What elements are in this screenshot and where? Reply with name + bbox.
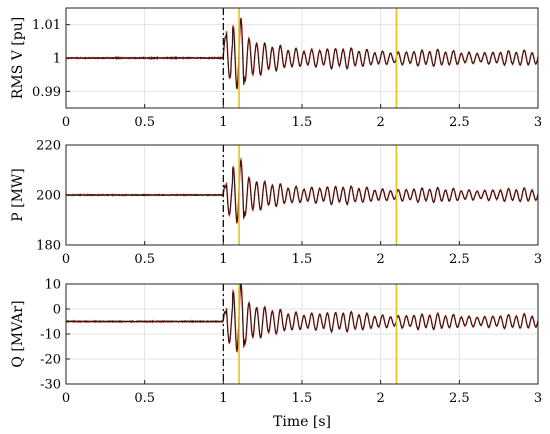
y-axis-label: Q [MVAr] bbox=[10, 300, 26, 367]
x-tick-label: 3 bbox=[534, 115, 542, 130]
y-axis-label: RMS V [pu] bbox=[10, 17, 26, 99]
y-tick-label: 220 bbox=[36, 139, 61, 154]
x-tick-label: 2 bbox=[377, 391, 385, 406]
traces bbox=[65, 282, 539, 384]
x-tick-label: 1 bbox=[219, 391, 227, 406]
x-tick-label: 0.5 bbox=[134, 391, 155, 406]
x-tick-label: 1 bbox=[219, 252, 227, 267]
x-ticks: 0 0.5 1 1.5 2 2.5 3 bbox=[62, 241, 542, 267]
y-tick-label: 180 bbox=[36, 239, 61, 254]
panel-rms-voltage: 0 0.5 1 1.5 2 2.5 3 0.99 1 1.01 RMS V [pu] bbox=[10, 7, 542, 130]
y-tick-label: 0.99 bbox=[32, 85, 61, 100]
series-black-trace bbox=[65, 159, 539, 223]
y-tick-label: 1.01 bbox=[32, 18, 61, 33]
x-ticks: 0 0.5 1 1.5 2 2.5 3 bbox=[62, 380, 542, 406]
series-black-trace bbox=[65, 17, 539, 89]
x-tick-label: 1.5 bbox=[292, 252, 313, 267]
x-tick-label: 0.5 bbox=[134, 115, 155, 130]
x-ticks: 0 0.5 1 1.5 2 2.5 3 bbox=[62, 104, 542, 130]
series-black-trace bbox=[65, 283, 539, 352]
x-tick-label: 3 bbox=[534, 391, 542, 406]
x-tick-label: 0 bbox=[62, 115, 70, 130]
x-tick-label: 1.5 bbox=[292, 391, 313, 406]
panel-reactive-power: 0 0.5 1 1.5 2 2.5 3 -30 -20 -10 0 10 Q [MVAr] Time… bbox=[10, 278, 542, 431]
x-tick-label: 3 bbox=[534, 252, 542, 267]
x-tick-label: 2.5 bbox=[449, 115, 470, 130]
y-tick-label: 1 bbox=[53, 52, 61, 67]
y-axis-label: P [MW] bbox=[10, 168, 26, 222]
y-tick-label: 0 bbox=[53, 303, 61, 318]
y-ticks: 180 200 220 bbox=[36, 139, 70, 254]
x-tick-label: 0 bbox=[62, 252, 70, 267]
grid bbox=[65, 283, 539, 385]
traces bbox=[65, 145, 539, 245]
x-axis-label: Time [s] bbox=[273, 414, 331, 430]
x-tick-label: 1 bbox=[219, 115, 227, 130]
y-tick-label: -30 bbox=[40, 378, 61, 393]
x-tick-label: 2 bbox=[377, 252, 385, 267]
y-tick-label: -20 bbox=[40, 353, 61, 368]
y-tick-label: 10 bbox=[44, 278, 61, 293]
x-tick-label: 1.5 bbox=[292, 115, 313, 130]
x-tick-label: 2.5 bbox=[449, 252, 470, 267]
x-tick-label: 2.5 bbox=[449, 391, 470, 406]
x-tick-label: 0 bbox=[62, 391, 70, 406]
y-tick-label: -10 bbox=[40, 328, 61, 343]
y-ticks: 0.99 1 1.01 bbox=[32, 18, 70, 100]
panel-active-power: 0 0.5 1 1.5 2 2.5 3 180 200 220 P [MW] bbox=[10, 139, 542, 268]
y-ticks: -30 -20 -10 0 10 bbox=[40, 278, 70, 393]
x-tick-label: 2 bbox=[377, 115, 385, 130]
y-tick-label: 200 bbox=[36, 189, 61, 204]
x-tick-label: 0.5 bbox=[134, 252, 155, 267]
traces bbox=[65, 8, 539, 108]
